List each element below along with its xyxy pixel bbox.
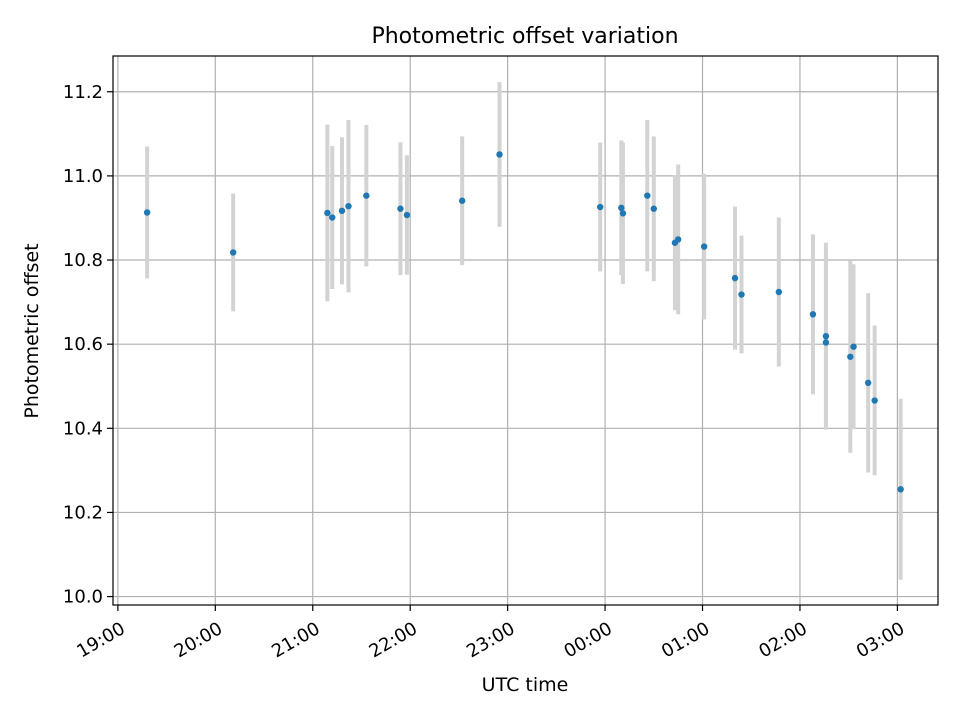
data-point bbox=[338, 207, 346, 215]
error-bars bbox=[145, 82, 903, 580]
y-tick-label: 10.0 bbox=[63, 587, 103, 608]
y-axis: 10.0 10.2 10.4 10.6 10.8 11.0 11.2 bbox=[63, 82, 113, 608]
plot-frame bbox=[112, 55, 939, 606]
data-point bbox=[345, 202, 352, 210]
data-point bbox=[650, 205, 657, 212]
data-point bbox=[822, 339, 830, 346]
data-point bbox=[897, 486, 904, 493]
y-tick-label: 10.8 bbox=[63, 250, 103, 271]
x-tick-label: 03:00 bbox=[853, 618, 908, 662]
data-points bbox=[143, 151, 904, 493]
x-tick-label: 21:00 bbox=[268, 618, 323, 662]
y-tick-label: 10.2 bbox=[63, 502, 103, 523]
y-axis-label: Photometric offset bbox=[21, 243, 43, 418]
x-tick-label: 19:00 bbox=[73, 618, 128, 662]
data-point bbox=[850, 343, 857, 350]
y-tick-label: 11.2 bbox=[63, 82, 103, 103]
data-point bbox=[847, 353, 854, 360]
x-tick-label: 23:00 bbox=[463, 618, 518, 662]
data-point bbox=[731, 274, 739, 282]
x-tick-label: 20:00 bbox=[171, 618, 226, 662]
data-point bbox=[329, 214, 336, 221]
data-point bbox=[700, 243, 708, 250]
data-point bbox=[403, 211, 411, 219]
y-tick-label: 10.4 bbox=[63, 418, 103, 439]
data-point bbox=[324, 209, 331, 217]
data-point bbox=[458, 197, 466, 204]
data-point bbox=[619, 210, 627, 217]
data-point bbox=[644, 192, 651, 199]
data-point bbox=[871, 397, 878, 404]
y-tick-label: 10.6 bbox=[63, 334, 103, 355]
data-point bbox=[496, 151, 503, 158]
grid bbox=[113, 56, 938, 605]
data-point bbox=[775, 288, 783, 296]
chart-title: Photometric offset variation bbox=[371, 24, 678, 49]
data-point bbox=[229, 249, 237, 256]
data-point bbox=[597, 203, 604, 211]
x-axis: 19:00 20:00 21:00 22:00 23:00 00:00 01:00 02:00… bbox=[73, 605, 908, 662]
data-point bbox=[822, 332, 830, 340]
x-tick-label: 01:00 bbox=[658, 618, 713, 662]
data-point bbox=[738, 291, 745, 298]
data-point bbox=[143, 209, 151, 216]
data-point bbox=[674, 236, 682, 243]
x-tick-label: 22:00 bbox=[366, 618, 421, 662]
x-axis-label: UTC time bbox=[482, 674, 569, 696]
data-point bbox=[397, 205, 404, 212]
data-point bbox=[864, 379, 872, 387]
x-tick-label: 02:00 bbox=[755, 618, 810, 662]
x-tick-label: 00:00 bbox=[561, 618, 616, 662]
y-tick-label: 11.0 bbox=[63, 166, 103, 187]
data-point bbox=[618, 204, 625, 212]
data-point bbox=[809, 311, 817, 318]
data-point bbox=[363, 192, 370, 199]
